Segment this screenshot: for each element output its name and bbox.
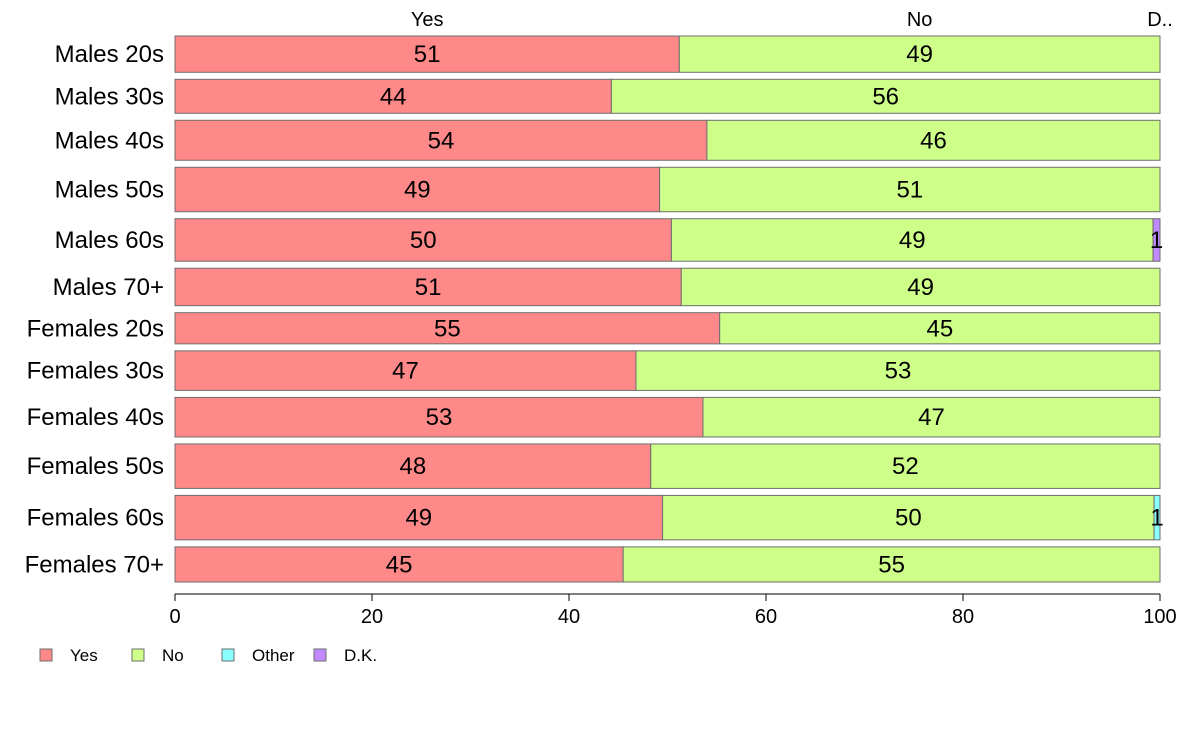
data-label-males-30s-no: 56: [872, 83, 899, 110]
row-label-females-40s: Females 40s: [27, 404, 164, 431]
data-label-males-60s-no: 49: [899, 227, 926, 254]
x-tick-label-80: 80: [952, 606, 974, 628]
x-tick-label-60: 60: [755, 606, 777, 628]
row-label-females-30s: Females 30s: [27, 358, 164, 385]
legend-label-yes: Yes: [70, 646, 98, 665]
data-label-females-40s-no: 47: [918, 404, 945, 431]
bar-segment-males-30s-no: [610, 78, 1161, 114]
row-label-females-70: Females 70+: [25, 551, 164, 578]
x-tick-label-40: 40: [558, 606, 580, 628]
data-label-females-60s-other: 1: [1150, 505, 1163, 532]
data-label-males-40s-yes: 54: [428, 127, 455, 154]
data-label-males-30s-yes: 44: [380, 83, 407, 110]
data-label-females-30s-no: 53: [885, 358, 912, 385]
legend: Yes No Other D.K.: [39, 646, 377, 665]
bar-segment-females-30s-no: [635, 350, 1161, 391]
bar-segment-females-70-yes: [174, 546, 624, 583]
top-label-no: No: [907, 9, 933, 31]
bar-segment-males-40s-yes: [174, 119, 708, 161]
bar-segment-females-70-no: [622, 546, 1161, 583]
row-labels: Males 20s Males 30s Males 40s Males 50s Male…: [25, 41, 164, 578]
data-label-females-40s-yes: 53: [426, 404, 453, 431]
legend-swatch-no: [131, 648, 145, 662]
bar-segment-females-60s-no: [662, 494, 1155, 541]
top-label-d: D..: [1147, 9, 1173, 31]
bar-segment-males-70-yes: [174, 267, 682, 307]
bar-segment-males-30s-yes: [174, 78, 612, 114]
data-label-females-50s-no: 52: [892, 453, 919, 480]
row-label-males-20s: Males 20s: [55, 41, 164, 68]
row-label-females-20s: Females 20s: [27, 315, 164, 342]
bar-segment-females-40s-no: [702, 396, 1161, 438]
x-tick-label-20: 20: [361, 606, 383, 628]
row-label-males-40s: Males 40s: [55, 127, 164, 154]
bar-segment-males-70-no: [680, 267, 1161, 307]
row-label-males-70: Males 70+: [53, 274, 164, 301]
row-label-females-60s: Females 60s: [27, 505, 164, 532]
bar-segment-males-50s-no: [659, 166, 1161, 213]
data-label-males-70-yes: 51: [415, 274, 442, 301]
bar-segment-females-20s-yes: [174, 312, 721, 345]
data-label-males-70-no: 49: [907, 274, 934, 301]
top-label-yes: Yes: [411, 9, 444, 31]
bar-segment-females-60s-other: [1153, 494, 1161, 541]
legend-swatch-other: [221, 648, 235, 662]
data-label-females-60s-no: 50: [895, 505, 922, 532]
row-label-males-60s: Males 60s: [55, 227, 164, 254]
data-label-females-30s-yes: 47: [392, 358, 419, 385]
bar-segment-females-50s-no: [650, 443, 1161, 489]
data-label-females-70-yes: 45: [386, 551, 413, 578]
bar-segment-males-20s-no: [678, 35, 1161, 73]
bar-segment-females-50s-yes: [174, 443, 652, 489]
x-tick-label-100: 100: [1143, 606, 1176, 628]
data-label-females-70-no: 55: [878, 551, 905, 578]
bar-segment-males-60s-no: [670, 218, 1154, 262]
data-label-females-20s-no: 45: [926, 315, 953, 342]
legend-swatch-yes: [39, 648, 53, 662]
data-label-females-60s-yes: 49: [405, 505, 432, 532]
bar-segment-males-60s-yes: [174, 218, 672, 262]
data-label-females-20s-yes: 55: [434, 315, 461, 342]
bar-segment-females-20s-no: [719, 312, 1161, 345]
data-label-males-50s-yes: 49: [404, 176, 431, 203]
legend-swatch-d-k: [313, 648, 327, 662]
data-label-males-60s-yes: 50: [410, 227, 437, 254]
bar-segment-females-30s-yes: [174, 350, 637, 391]
bar-segment-males-50s-yes: [174, 166, 661, 213]
row-label-males-30s: Males 30s: [55, 83, 164, 110]
data-label-males-20s-no: 49: [906, 41, 933, 68]
data-label-females-50s-yes: 48: [400, 453, 427, 480]
legend-label-no: No: [162, 646, 184, 665]
row-label-males-50s: Males 50s: [55, 176, 164, 203]
x-axis: 0 20 40 60 80 100: [169, 593, 1177, 628]
data-label-males-40s-no: 46: [920, 127, 947, 154]
data-label-males-60s-d-k: 1: [1150, 227, 1163, 254]
bar-segment-males-20s-yes: [174, 35, 680, 73]
top-category-labels: Yes No D..: [411, 9, 1173, 31]
row-label-females-50s: Females 50s: [27, 453, 164, 480]
legend-label-other: Other: [252, 646, 295, 665]
data-label-males-50s-no: 51: [896, 176, 923, 203]
bar-segment-males-60s-d-k: [1152, 218, 1161, 262]
legend-label-d-k: D.K.: [344, 646, 377, 665]
bar-segment-males-40s-no: [706, 119, 1161, 161]
data-label-males-20s-yes: 51: [414, 41, 441, 68]
x-tick-label-0: 0: [169, 606, 180, 628]
